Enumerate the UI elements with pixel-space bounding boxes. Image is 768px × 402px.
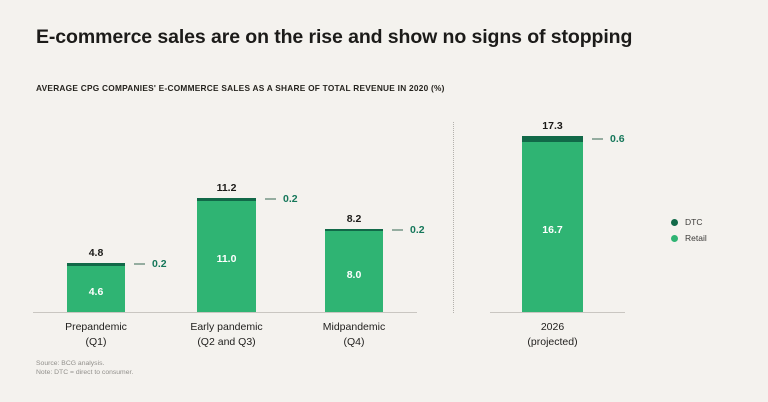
bar-column: 11.0 0.2 xyxy=(197,193,298,312)
dtc-value-label: 0.6 xyxy=(610,133,625,146)
category-label-line2: (projected) xyxy=(527,335,578,348)
dtc-callout: 0.6 xyxy=(592,132,625,146)
dtc-callout: 0.2 xyxy=(265,192,298,206)
footnote: Source: BCG analysis. Note: DTC = direct… xyxy=(36,359,133,377)
source-line: Source: BCG analysis. xyxy=(36,360,105,367)
legend-dot-dtc-icon xyxy=(671,218,678,226)
dtc-value-label: 0.2 xyxy=(410,223,425,236)
retail-value-label: 8.0 xyxy=(346,268,362,281)
dtc-callout: 0.2 xyxy=(392,223,425,237)
retail-value-label: 4.6 xyxy=(88,285,104,298)
bar-column: 8.0 0.2 xyxy=(325,224,425,312)
bar-segment-retail: 4.6 xyxy=(67,265,125,312)
category-label-line1: Midpandemic xyxy=(322,321,386,333)
dtc-value-label: 0.2 xyxy=(152,258,167,271)
category-label: Prepandemic (Q1) xyxy=(11,320,181,349)
bar-total-label: 4.8 xyxy=(88,247,104,260)
legend-item-retail: Retail xyxy=(671,230,707,246)
retail-value-label: 16.7 xyxy=(542,224,563,236)
bar-segment-dtc xyxy=(522,135,583,142)
bar-total-label: 17.3 xyxy=(542,119,563,132)
bar-column: 16.7 0.6 xyxy=(522,133,625,312)
category-label: 2026 (projected) xyxy=(468,320,638,349)
bar-total-label: 8.2 xyxy=(346,212,362,225)
chart-subtitle: AVERAGE CPG COMPANIES' E-COMMERCE SALES … xyxy=(36,83,445,93)
bar-group: 8.2 8.0 0.2 Midpandemic (Q4) xyxy=(323,212,425,348)
legend-label: DTC xyxy=(685,217,703,227)
legend-dot-retail-icon xyxy=(671,234,678,242)
bar-segment-retail: 11.0 xyxy=(197,200,256,312)
note-line: Note: DTC = direct to consumer. xyxy=(36,369,134,376)
bar-segment-dtc xyxy=(67,263,125,266)
category-label: Early pandemic (Q2 and Q3) xyxy=(142,320,312,349)
callout-dash-icon xyxy=(592,138,603,141)
callout-dash-icon xyxy=(265,198,276,201)
callout-dash-icon xyxy=(392,228,403,231)
bar-segment-retail: 16.7 xyxy=(522,142,583,312)
axis-baseline-left xyxy=(33,312,417,313)
callout-dash-icon xyxy=(134,263,145,266)
category-label-line1: Early pandemic xyxy=(190,321,263,333)
bar-segment-retail: 8.0 xyxy=(325,231,383,312)
page-title: E-commerce sales are on the rise and sho… xyxy=(36,26,633,48)
category-label-line1: 2026 xyxy=(540,321,565,333)
axis-baseline-right xyxy=(490,312,625,313)
bar-group: 11.2 11.0 0.2 Early pandemic (Q2 and Q3) xyxy=(190,182,298,348)
retail-value-label: 11.0 xyxy=(216,253,237,266)
category-label-line1: Prepandemic xyxy=(65,321,127,333)
bar-column: 4.6 0.2 xyxy=(67,258,167,312)
bar-segment-dtc xyxy=(325,228,383,231)
category-label-line2: (Q4) xyxy=(343,335,365,348)
bar-segment-dtc xyxy=(197,198,256,201)
projection-divider-dotted-line xyxy=(453,122,454,313)
bar-group: 4.8 4.6 0.2 Prepandemic (Q1) xyxy=(65,247,167,347)
category-label: Midpandemic (Q4) xyxy=(269,320,439,349)
category-label-line2: (Q1) xyxy=(85,335,107,348)
legend-label: Retail xyxy=(685,233,707,243)
legend-item-dtc: DTC xyxy=(671,214,707,230)
bar-group-projection: 17.3 16.7 0.6 2026 (projected) xyxy=(522,119,625,348)
category-label-line2: (Q2 and Q3) xyxy=(197,335,256,348)
chart-legend: DTC Retail xyxy=(671,214,707,246)
dtc-value-label: 0.2 xyxy=(283,193,298,206)
dtc-callout: 0.2 xyxy=(134,257,167,271)
bar-total-label: 11.2 xyxy=(216,182,237,194)
